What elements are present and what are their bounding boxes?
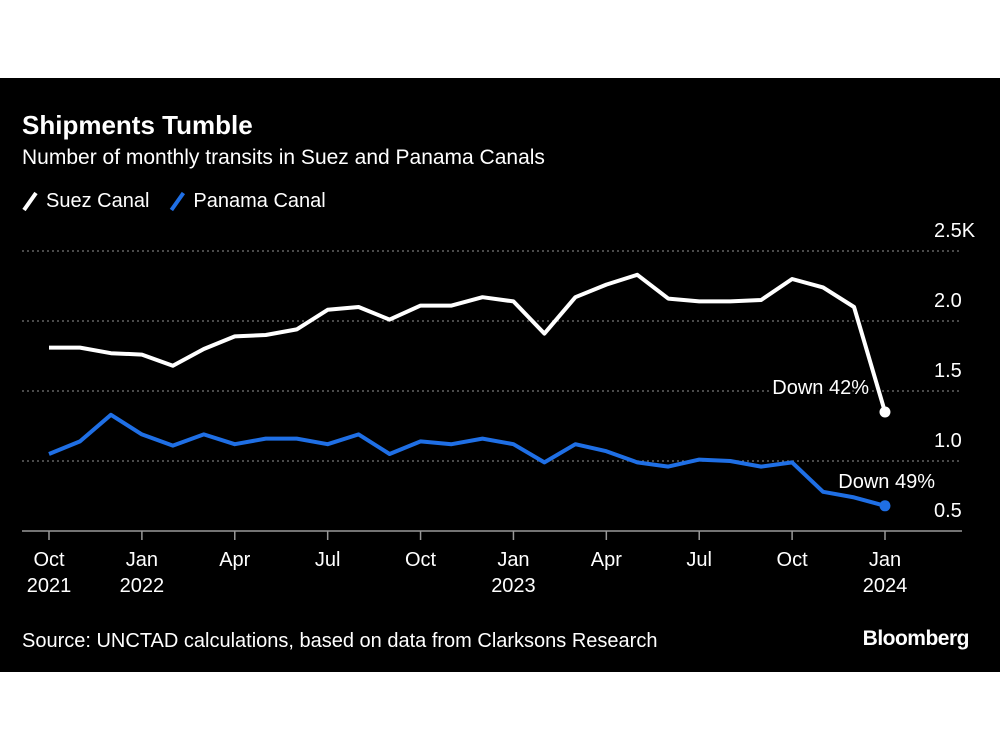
source: Source: UNCTAD calculations, based on da… — [22, 630, 657, 652]
legend-marker — [169, 191, 186, 212]
x-tick-label: Jan 2023 — [491, 549, 536, 597]
x-tick-label: Jul — [314, 549, 341, 571]
y-tick-label: 1.5 — [934, 360, 962, 382]
brand: Bloomberg — [863, 627, 969, 650]
legend-label: Suez Canal — [46, 190, 149, 212]
legend-marker — [22, 191, 38, 212]
series-line — [48, 412, 886, 508]
x-tick-label: Jul — [686, 549, 712, 571]
annotation: Down 42% — [772, 377, 869, 399]
series-line — [49, 272, 887, 413]
legend-label: Panama Canal — [193, 190, 325, 212]
y-tick-label: 2.5K — [934, 220, 976, 242]
y-tick-label: 0.5 — [934, 500, 962, 522]
annotation: Down 49% — [838, 471, 935, 493]
x-tick-label: Oct 2021 — [26, 549, 72, 597]
y-tick-label: 1.0 — [934, 430, 962, 452]
end-point — [879, 406, 891, 418]
x-tick-label: Apr — [590, 549, 622, 571]
x-tick-label: Apr — [219, 549, 251, 571]
end-point — [879, 500, 891, 512]
x-tick-label: Oct — [776, 549, 808, 571]
x-tick-label: Jan 2022 — [119, 549, 165, 597]
x-tick-label: Jan 2024 — [862, 549, 908, 597]
chart-subtitle: Number of monthly transits in Suez and P… — [22, 146, 545, 169]
panel — [0, 78, 1000, 672]
y-tick-label: 2.0 — [934, 290, 962, 312]
x-tick-label: Oct — [404, 549, 437, 571]
chart-title: Shipments Tumble — [22, 110, 253, 140]
